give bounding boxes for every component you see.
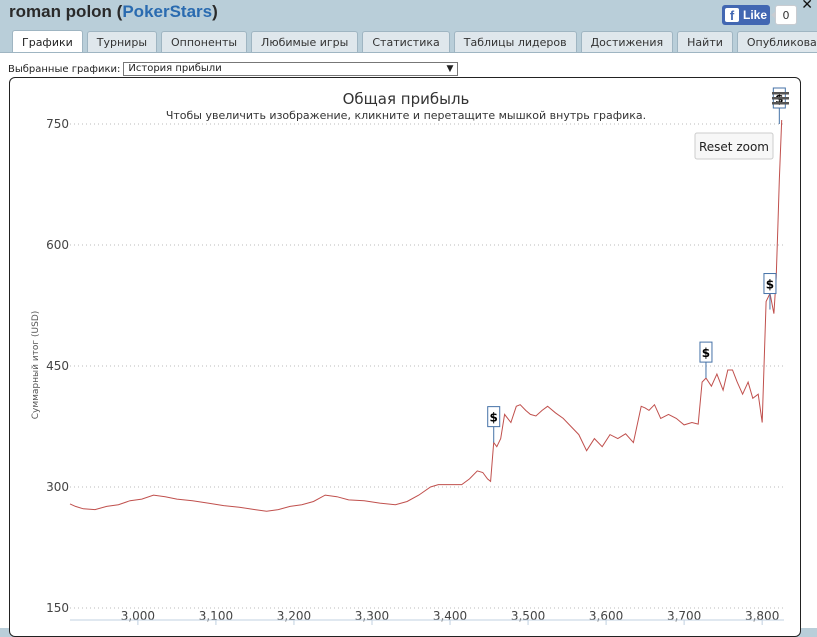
flag-label: $: [702, 346, 710, 360]
page-title: roman polon (PokerStars): [9, 2, 218, 21]
chart-selector-label: Выбранные графики:: [8, 63, 121, 75]
y-axis-label: Суммарный итог (USD): [31, 311, 41, 420]
flag-box: [699, 341, 713, 363]
tab-bar: Графики Турниры Оппоненты Любимые игры С…: [12, 30, 817, 53]
x-tick-label: 3,000: [121, 609, 155, 623]
flag-box: [487, 406, 501, 428]
site-link[interactable]: PokerStars: [122, 2, 213, 21]
y-tick-label: 600: [46, 238, 69, 252]
x-tick-label: 3,400: [433, 609, 467, 623]
player-name: roman polon: [9, 2, 112, 21]
y-tick-label: 150: [46, 601, 69, 615]
x-tick-label: 3,100: [199, 609, 233, 623]
facebook-like-count: 0: [771, 5, 797, 25]
x-tick-label: 3,500: [511, 609, 545, 623]
chart-menu-button[interactable]: [770, 91, 790, 107]
tab-find[interactable]: Найти: [677, 31, 733, 52]
bonus-flag[interactable]: $: [487, 406, 501, 443]
flag-label: $: [490, 411, 498, 425]
tab-charts[interactable]: Графики: [12, 30, 83, 53]
facebook-like-label: Like: [743, 8, 768, 22]
content-panel: Выбранные графики: История прибыли ▼ Общ…: [0, 52, 817, 637]
hamburger-menu-icon: [772, 92, 789, 105]
grid-lines: [70, 123, 784, 609]
profit-series-line: [69, 119, 783, 512]
y-tick-label: 750: [46, 117, 69, 131]
facebook-icon: f: [725, 8, 739, 23]
x-tick-label: 3,800: [745, 609, 779, 623]
tab-publish[interactable]: Опубликовать: [736, 31, 817, 52]
tab-favorite-games[interactable]: Любимые игры: [251, 31, 359, 52]
x-tick-label: 3,700: [667, 609, 701, 623]
dropdown-arrow-icon: ▼: [446, 64, 454, 74]
facebook-like-button[interactable]: f Like: [722, 5, 770, 25]
header: roman polon (PokerStars) f Like 0 ✕: [0, 0, 817, 30]
flag-label: $: [766, 278, 774, 292]
profit-chart[interactable]: Общая прибыль Чтобы увеличить изображени…: [10, 78, 800, 628]
tab-achievements[interactable]: Достижения: [580, 31, 674, 52]
reset-zoom-button[interactable]: Reset zoom: [694, 132, 774, 160]
close-icon[interactable]: ✕: [801, 0, 813, 13]
y-tick-label: 450: [46, 359, 69, 373]
x-tick-label: 3,200: [277, 609, 311, 623]
x-tick-label: 3,300: [355, 609, 389, 623]
flag-box: [763, 273, 777, 295]
y-axis-ticks: 150 300 450 600 750: [46, 117, 69, 615]
y-tick-label: 300: [46, 480, 69, 494]
chart-selector-row: Выбранные графики: История прибыли ▼: [8, 62, 459, 76]
bonus-flag[interactable]: $: [763, 273, 777, 310]
tab-statistics[interactable]: Статистика: [362, 31, 450, 52]
tab-opponents[interactable]: Оппоненты: [161, 31, 248, 52]
chart-title: Общая прибыль: [343, 90, 470, 108]
chart-selector-dropdown[interactable]: История прибыли ▼: [123, 62, 459, 76]
x-axis-ticks: 3,000 3,100 3,200 3,300 3,400 3,500 3,600 3,700…: [121, 609, 779, 625]
chart-container[interactable]: Общая прибыль Чтобы увеличить изображени…: [9, 77, 801, 637]
tab-tournaments[interactable]: Турниры: [86, 31, 158, 52]
tab-leaderboards[interactable]: Таблицы лидеров: [453, 31, 577, 52]
reset-zoom-label: Reset zoom: [699, 140, 769, 154]
bonus-flag[interactable]: $: [699, 341, 713, 379]
x-tick-label: 3,600: [589, 609, 623, 623]
chart-selector-value: История прибыли: [128, 63, 222, 74]
chart-subtitle: Чтобы увеличить изображение, кликните и …: [166, 109, 646, 122]
